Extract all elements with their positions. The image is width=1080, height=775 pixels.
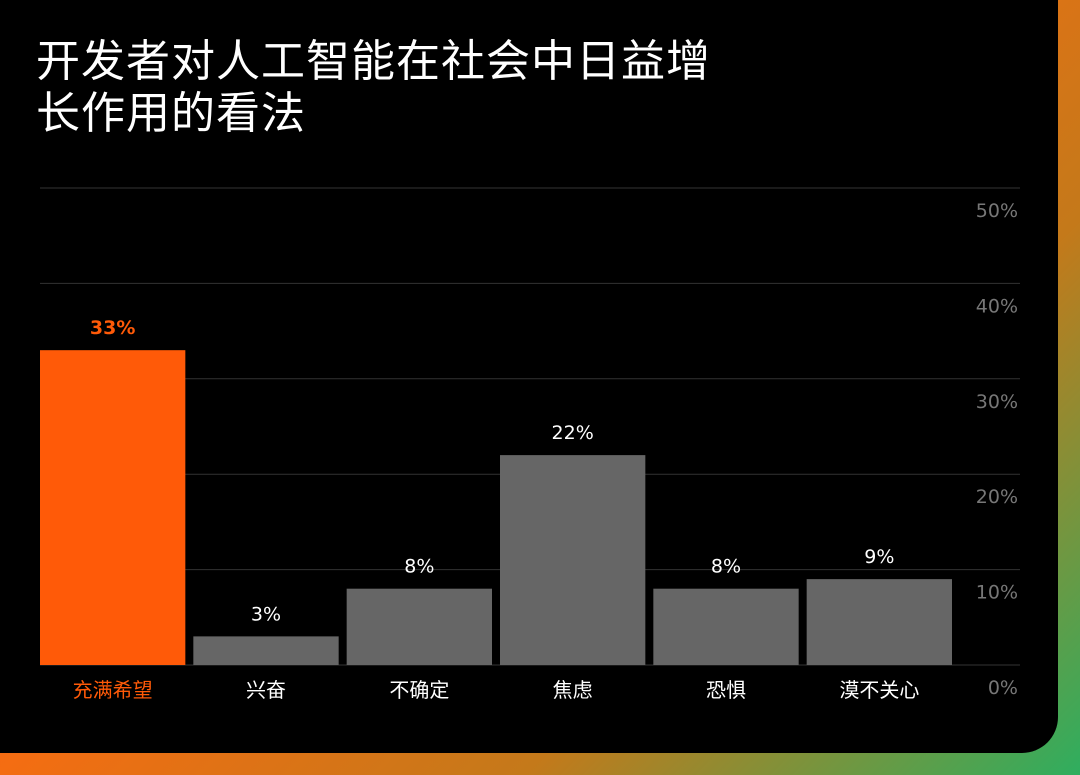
y-tick-label-0: 0% bbox=[988, 677, 1018, 699]
category-label-2: 兴奋 bbox=[246, 678, 286, 702]
bar-2 bbox=[193, 636, 339, 665]
data-label-5: 8% bbox=[711, 556, 741, 578]
bar-1 bbox=[40, 350, 186, 665]
y-tick-label-50: 50% bbox=[976, 200, 1018, 222]
data-label-1: 33% bbox=[90, 317, 135, 339]
bar-6 bbox=[806, 579, 952, 665]
chart-title: 开发者对人工智能在社会中日益增 长作用的看法 bbox=[36, 36, 756, 140]
y-tick-label-10: 10% bbox=[976, 582, 1018, 604]
bar-3 bbox=[346, 588, 492, 665]
category-label-3: 不确定 bbox=[389, 678, 449, 702]
category-label-4: 焦虑 bbox=[553, 678, 593, 702]
y-tick-label-40: 40% bbox=[976, 295, 1018, 317]
data-label-2: 3% bbox=[251, 603, 281, 625]
data-label-6: 9% bbox=[864, 546, 894, 568]
bar-4 bbox=[500, 455, 646, 665]
bar-5 bbox=[653, 588, 799, 665]
chart-card: 开发者对人工智能在社会中日益增 长作用的看法 0% 10% 20% 30% 40% 50%… bbox=[36, 36, 1020, 702]
data-label-3: 8% bbox=[404, 556, 434, 578]
category-label-1: 充满希望 bbox=[73, 678, 153, 702]
category-label-6: 漠不关心 bbox=[839, 678, 919, 702]
y-tick-label-20: 20% bbox=[976, 486, 1018, 508]
category-label-5: 恐惧 bbox=[706, 678, 746, 702]
chart-title-line-2: 长作用的看法 bbox=[36, 88, 306, 139]
y-tick-label-30: 30% bbox=[976, 391, 1018, 413]
data-label-4: 22% bbox=[552, 422, 594, 444]
chart-title-line-1: 开发者对人工智能在社会中日益增 bbox=[36, 36, 711, 87]
bar-chart: 0% 10% 20% 30% 40% 50% 33% 充满希望 3% 兴奋 8% 不确定 22% 焦虑 8%… bbox=[40, 187, 1020, 702]
